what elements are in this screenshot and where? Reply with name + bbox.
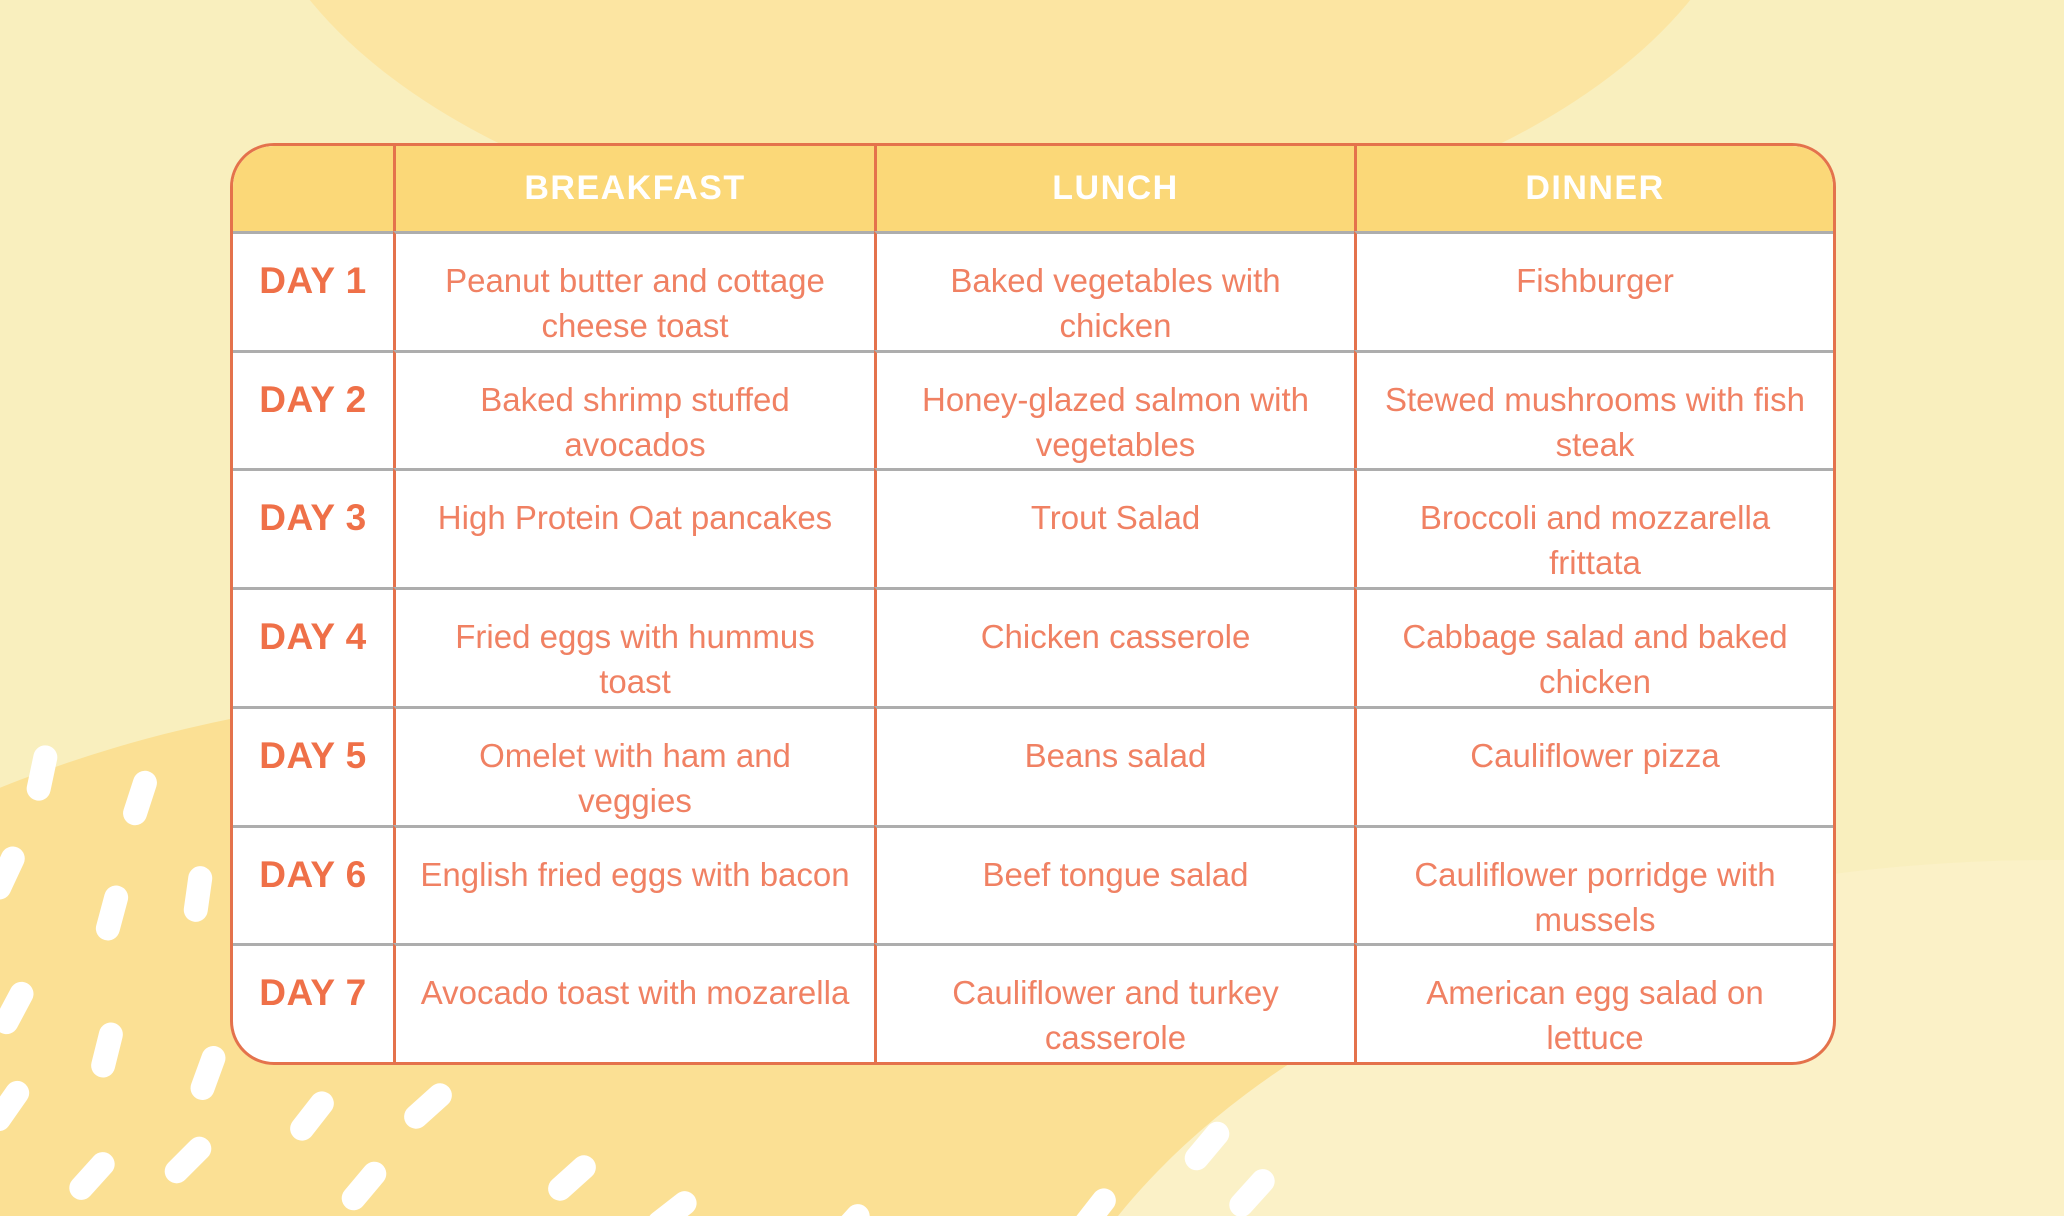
day-label-3: DAY 3 xyxy=(233,468,393,587)
header-cell-lunch: LUNCH xyxy=(874,146,1354,231)
meal-cell-day1-dinner: Fishburger xyxy=(1354,231,1833,350)
header-cell-breakfast: BREAKFAST xyxy=(393,146,874,231)
meal-plan-grid: BREAKFAST LUNCH DINNER DAY 1 Peanut butte… xyxy=(233,146,1833,1062)
meal-cell-day2-breakfast: Baked shrimp stuffed avocados xyxy=(393,349,874,469)
meal-cell-day7-lunch: Cauliflower and turkey casserole xyxy=(874,943,1354,1062)
meal-cell-day5-breakfast: Omelet with ham and veggies xyxy=(393,705,874,825)
meal-cell-day7-dinner: American egg salad on lettuce xyxy=(1354,943,1833,1062)
meal-cell-day3-lunch: Trout Salad xyxy=(874,468,1354,588)
header-cell-dinner: DINNER xyxy=(1354,146,1833,231)
meal-cell-day7-breakfast: Avocado toast with mozarella xyxy=(393,943,874,1062)
meal-cell-day4-dinner: Cabbage salad and baked chicken xyxy=(1354,587,1833,706)
meal-cell-day6-breakfast: English fried eggs with bacon xyxy=(393,824,874,944)
meal-cell-day2-dinner: Stewed mushrooms with fish steak xyxy=(1354,349,1833,469)
meal-cell-day4-lunch: Chicken casserole xyxy=(874,587,1354,706)
meal-cell-day4-breakfast: Fried eggs with hummus toast xyxy=(393,587,874,706)
meal-cell-day2-lunch: Honey-glazed salmon with vegetables xyxy=(874,349,1354,469)
meal-cell-day5-dinner: Cauliflower pizza xyxy=(1354,705,1833,825)
day-label-1: DAY 1 xyxy=(233,231,393,350)
day-label-5: DAY 5 xyxy=(233,705,393,825)
meal-cell-day6-lunch: Beef tongue salad xyxy=(874,824,1354,944)
meal-plan-table: BREAKFAST LUNCH DINNER DAY 1 Peanut butte… xyxy=(230,143,1836,1065)
day-label-6: DAY 6 xyxy=(233,824,393,944)
day-label-2: DAY 2 xyxy=(233,349,393,469)
meal-cell-day5-lunch: Beans salad xyxy=(874,705,1354,825)
meal-cell-day3-dinner: Broccoli and mozzarella frittata xyxy=(1354,468,1833,588)
day-label-7: DAY 7 xyxy=(233,943,393,1062)
meal-cell-day3-breakfast: High Protein Oat pancakes xyxy=(393,468,874,588)
meal-cell-day1-lunch: Baked vegetables with chicken xyxy=(874,231,1354,350)
meal-cell-day6-dinner: Cauliflower porridge with mussels xyxy=(1354,824,1833,944)
header-corner-cell xyxy=(233,146,393,231)
meal-cell-day1-breakfast: Peanut butter and cottage cheese toast xyxy=(393,231,874,350)
day-label-4: DAY 4 xyxy=(233,587,393,706)
